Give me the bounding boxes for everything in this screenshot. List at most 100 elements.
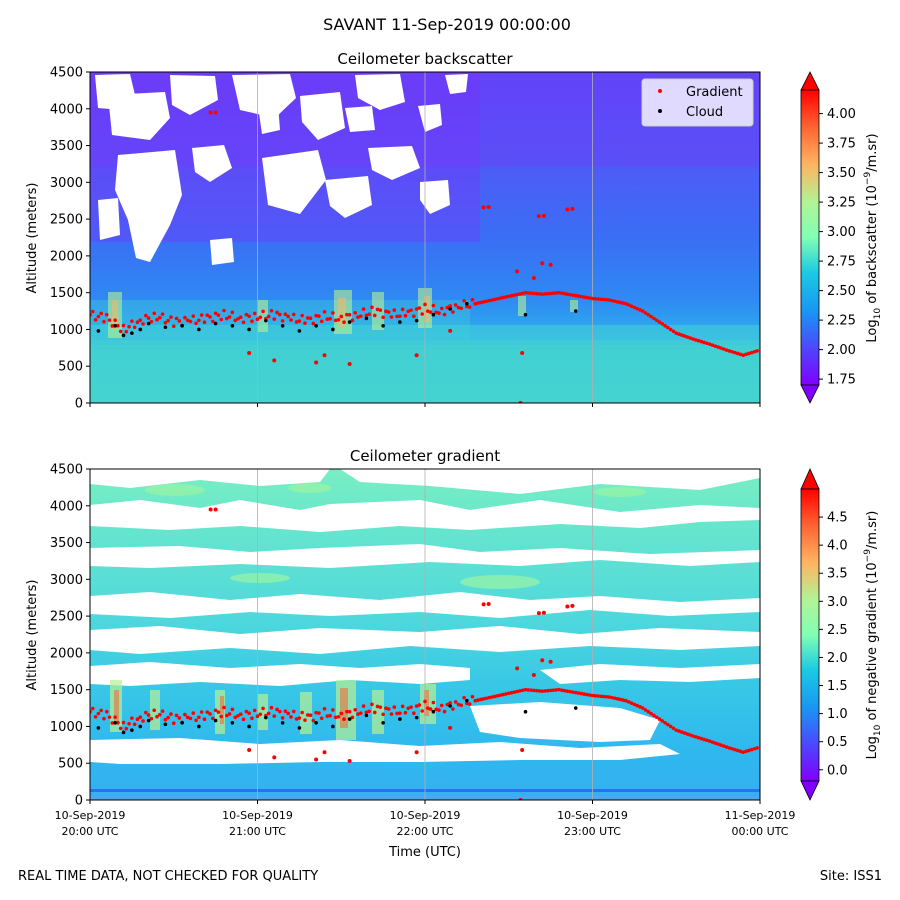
gradient-outlier-point	[570, 206, 575, 211]
gradient-point	[654, 318, 659, 323]
gradient-point	[386, 707, 391, 711]
gradient-point	[618, 697, 623, 702]
gradient-point	[674, 728, 679, 732]
gradient-outlier-point	[481, 602, 486, 607]
gradient-point	[562, 688, 567, 693]
gradient-point	[244, 709, 249, 714]
gradient-colorbar-tick-label: 3.5	[827, 567, 848, 582]
gradient-point	[755, 349, 760, 353]
gradient-point	[576, 294, 581, 298]
cloud-point	[331, 327, 335, 332]
gradient-point	[730, 349, 734, 354]
gradient-point	[211, 319, 215, 324]
gradient-point	[629, 701, 634, 705]
gradient-y-ticks: 0 500 1000 1500 2000 2500 3000 3500 4000 4500	[50, 463, 90, 809]
gradient-point	[696, 338, 701, 343]
gradient-colorbar-ticks: 0.0 0.5 1.0 1.5 2.0 2.5 3.0 3.5 4.0 4.5	[819, 511, 848, 778]
gradient-point	[202, 717, 207, 722]
gradient-point	[297, 319, 302, 323]
gradient-point	[403, 313, 408, 318]
gradient-point	[465, 304, 469, 309]
gradient-point	[568, 292, 572, 297]
gradient-point	[269, 705, 274, 710]
gradient-point	[548, 291, 553, 296]
gradient-point	[733, 747, 737, 752]
gradient-outlier-point	[414, 353, 419, 358]
gradient-point	[663, 323, 667, 328]
gradient-point	[604, 297, 609, 302]
gradient-point	[529, 291, 533, 295]
gradient-point	[621, 698, 626, 702]
gradient-point	[185, 715, 190, 720]
gradient-point	[506, 691, 511, 696]
gradient-point	[551, 688, 556, 692]
gradient-colorbar-extend-top	[800, 468, 820, 490]
gradient-point	[272, 317, 277, 321]
gradient-point	[336, 317, 341, 322]
gradient-point	[331, 311, 335, 315]
gradient-point	[303, 718, 307, 722]
gradient-point	[222, 308, 226, 313]
gradient-point	[342, 717, 346, 721]
gradient-point	[96, 711, 101, 716]
gradient-point	[386, 310, 391, 314]
gradient-point	[490, 695, 494, 699]
gradient-point	[660, 719, 665, 723]
gradient-point	[490, 298, 494, 302]
gradient-point	[677, 729, 681, 733]
gradient-outlier-point	[347, 362, 352, 367]
gradient-point	[389, 712, 394, 716]
gradient-point	[149, 319, 154, 324]
gradient-point	[224, 713, 229, 718]
gradient-point	[582, 295, 586, 299]
gradient-point	[476, 698, 480, 702]
gradient-point	[171, 324, 176, 329]
gradient-point	[275, 310, 279, 315]
gradient-colorbar-tick-label: 0.5	[827, 735, 848, 750]
gradient-point	[409, 705, 413, 709]
gradient-outlier-point	[213, 507, 218, 512]
gradient-point	[543, 292, 547, 296]
gradient-point	[144, 313, 148, 318]
gradient-point	[504, 295, 508, 299]
gradient-point	[155, 317, 159, 322]
gradient-point	[414, 307, 419, 311]
x-tick-time-label: 22:00 UTC	[396, 825, 453, 838]
gradient-point	[169, 315, 173, 319]
gradient-point	[356, 712, 360, 716]
cloud-point	[314, 323, 318, 328]
gradient-point	[747, 748, 751, 753]
gradient-point	[398, 314, 402, 319]
gradient-point	[322, 707, 327, 711]
gradient-point	[188, 716, 193, 721]
gradient-point	[537, 292, 542, 296]
gradient-point	[183, 712, 187, 717]
gradient-point	[152, 708, 157, 713]
gradient-point	[171, 721, 176, 726]
gradient-point	[255, 714, 260, 718]
gradient-point	[741, 353, 746, 357]
gradient-outlier-point	[448, 725, 453, 730]
gradient-point	[470, 694, 475, 699]
cloud-point	[163, 722, 168, 727]
gradient-point	[680, 333, 684, 337]
gradient-point	[266, 314, 271, 319]
legend: Gradient Cloud	[641, 78, 754, 127]
gradient-point	[716, 345, 720, 349]
gradient-point	[749, 350, 754, 355]
gradient-point	[121, 323, 126, 328]
gradient-point	[459, 306, 464, 311]
gradient-point	[518, 689, 522, 693]
gradient-point	[328, 316, 332, 321]
gradient-point	[479, 697, 483, 702]
gradient-point	[381, 712, 385, 717]
gradient-point	[266, 711, 271, 716]
backscatter-y-tick-label: 1000	[50, 323, 83, 338]
gradient-point	[529, 688, 533, 692]
gradient-outlier-point	[570, 603, 575, 608]
gradient-point	[294, 320, 299, 324]
gradient-point	[169, 712, 173, 716]
gradient-point	[303, 321, 307, 325]
gradient-point	[439, 703, 444, 708]
gradient-point	[738, 352, 743, 357]
